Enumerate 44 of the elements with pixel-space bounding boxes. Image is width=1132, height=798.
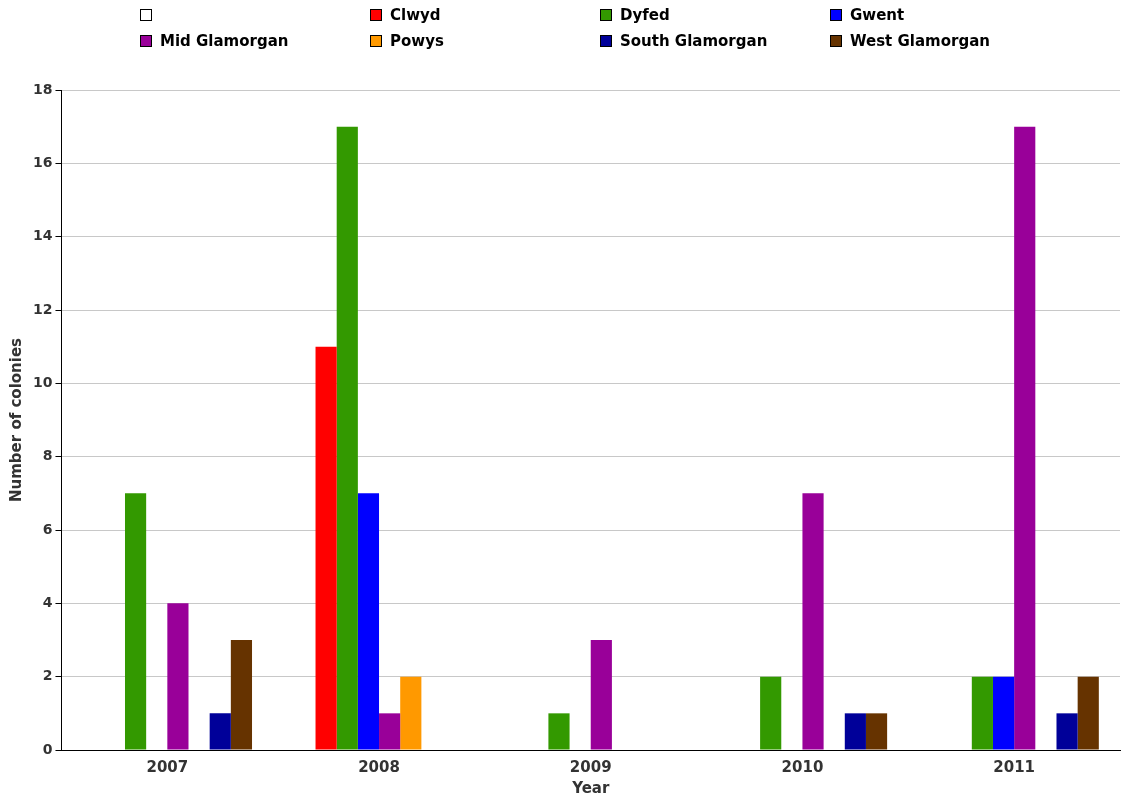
x-tick-label: 2009	[569, 757, 612, 776]
bar	[400, 676, 422, 750]
y-tick-label: 12	[33, 300, 53, 317]
y-tick-label: 16	[33, 153, 53, 170]
y-tick-label: 14	[33, 227, 53, 244]
x-tick-label: 2011	[993, 757, 1036, 776]
bar	[167, 603, 189, 750]
bar	[992, 676, 1015, 750]
y-tick-label: 10	[33, 373, 53, 390]
y-tick-label: 4	[42, 593, 53, 610]
bar	[315, 346, 337, 750]
y-tick-label: 2	[42, 667, 53, 684]
bar	[357, 493, 380, 750]
x-axis-title: Year	[571, 778, 610, 797]
y-tick-label: 6	[42, 520, 53, 537]
bar	[760, 676, 782, 750]
legend-label: South Glamorgan	[620, 32, 768, 50]
bar	[844, 713, 866, 750]
legend-label: Powys	[390, 32, 444, 50]
x-tick-label: 2008	[358, 757, 400, 776]
legend-label: Gwent	[850, 6, 905, 24]
bar	[1056, 713, 1078, 750]
bar	[209, 713, 231, 750]
y-tick-label: 8	[42, 447, 53, 464]
legend-label: Mid Glamorgan	[160, 32, 289, 50]
bar	[1014, 126, 1036, 750]
bar	[1077, 676, 1099, 750]
y-axis-title: Number of colonies	[6, 337, 25, 503]
x-tick-label: 2007	[146, 757, 189, 776]
bar	[971, 676, 993, 750]
bar	[336, 126, 358, 750]
bar	[590, 640, 612, 750]
bar	[548, 713, 570, 750]
x-tick-label: 2010	[781, 757, 824, 776]
bar	[124, 493, 147, 750]
y-tick-label: 0	[42, 740, 53, 757]
y-tick-label: 18	[33, 80, 53, 97]
legend-label: Dyfed	[620, 6, 670, 24]
bar	[802, 493, 824, 750]
legend-label: Clwyd	[390, 6, 441, 24]
bar	[379, 713, 401, 750]
legend-label: West Glamorgan	[850, 32, 990, 50]
bar	[865, 713, 888, 750]
bar	[230, 640, 253, 750]
